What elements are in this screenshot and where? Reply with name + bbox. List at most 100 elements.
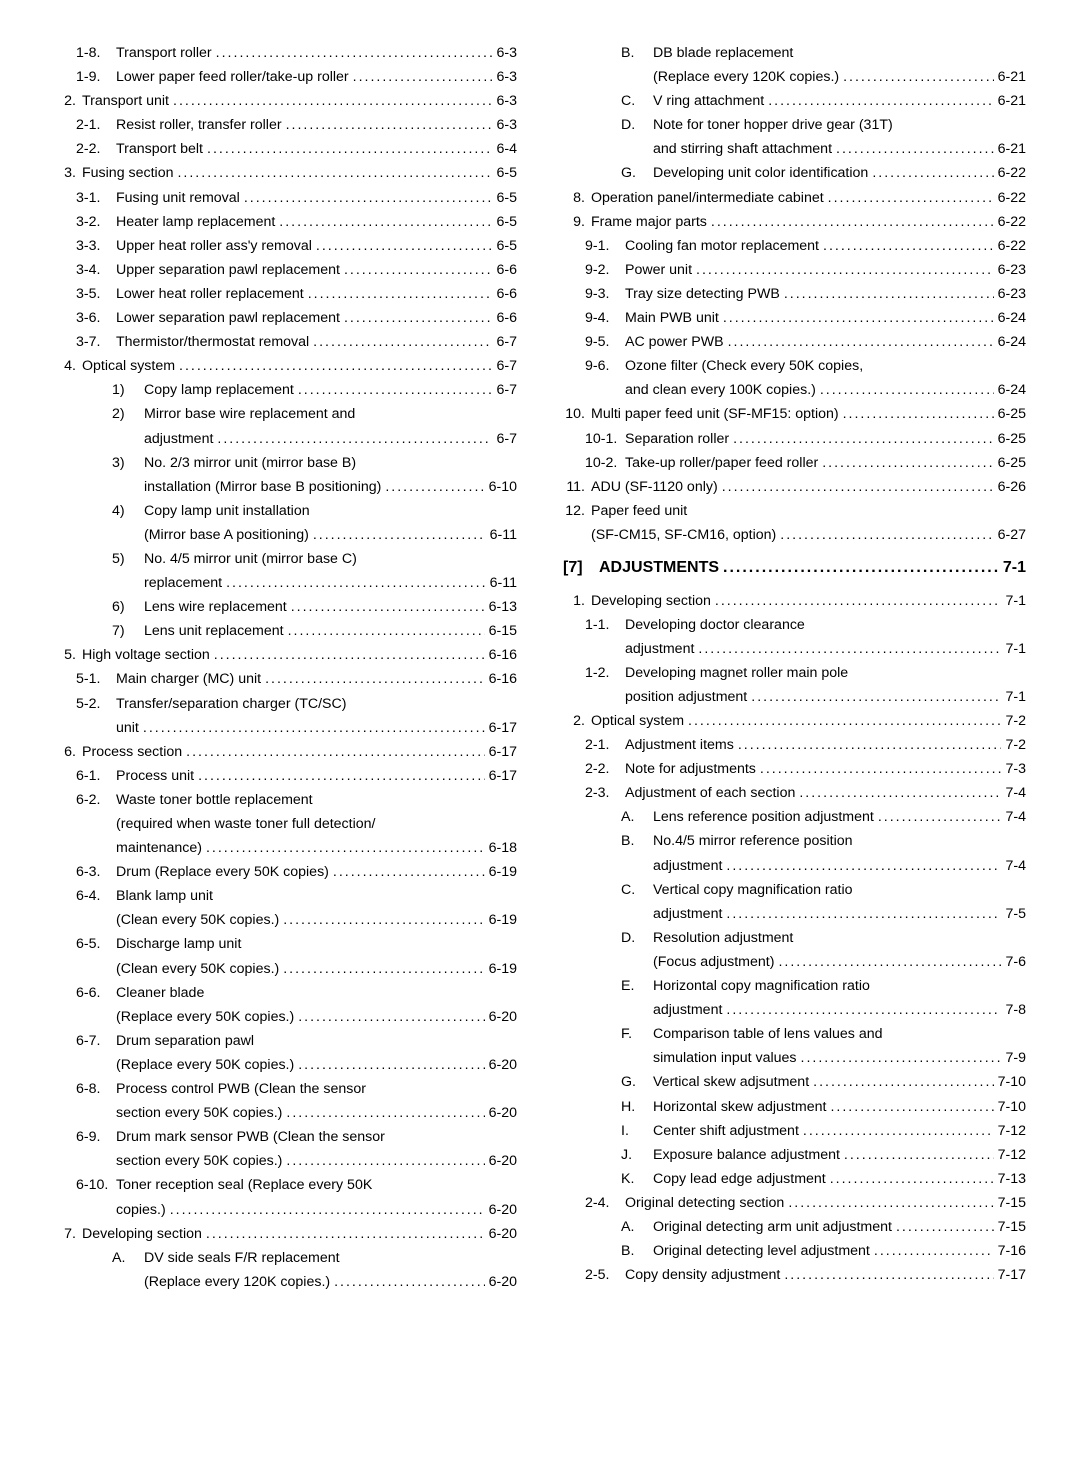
toc-label: adjustment [144, 430, 213, 450]
toc-page: 7-9 [1005, 1049, 1026, 1069]
toc-number: 7. [54, 1225, 76, 1245]
toc-row: 6-5.Discharge lamp unit [54, 935, 517, 955]
toc-number: J. [621, 1146, 649, 1166]
toc-label: installation (Mirror base B positioning) [144, 478, 381, 498]
toc-label: and clean every 100K copies.) [625, 381, 816, 401]
toc-page: 6-5 [496, 189, 517, 209]
toc-row: K.Copy lead edge adjustment7-13 [563, 1170, 1026, 1190]
toc-row: 9-3.Tray size detecting PWB6-23 [563, 285, 1026, 305]
toc-page: 7-17 [998, 1266, 1026, 1286]
toc-label: (Clean every 50K copies.) [116, 911, 279, 931]
toc-number: 3-7. [76, 333, 112, 353]
leader-dots [830, 1170, 994, 1190]
leader-dots [760, 760, 1002, 780]
toc-page: 6-24 [998, 381, 1026, 401]
chapter-page: 7-1 [1003, 557, 1026, 579]
toc-page: 7-10 [998, 1098, 1026, 1118]
leader-dots [353, 68, 493, 88]
toc-label: Transport unit [82, 92, 169, 112]
toc-row: maintenance)6-18 [54, 839, 517, 859]
toc-label: Drum mark sensor PWB (Clean the sensor [116, 1128, 385, 1148]
leader-dots [726, 905, 1001, 925]
toc-row: (Mirror base A positioning)6-11 [54, 526, 517, 546]
toc-row: adjustment7-4 [563, 857, 1026, 877]
leader-dots [286, 116, 493, 136]
toc-label: V ring attachment [653, 92, 764, 112]
leader-dots [173, 92, 492, 112]
leader-dots [313, 333, 492, 353]
toc-number: 6) [112, 598, 140, 618]
toc-number: 10-2. [585, 454, 621, 474]
toc-number: 6-6. [76, 984, 112, 1004]
toc-label: DB blade replacement [653, 44, 793, 64]
leader-dots [298, 1008, 484, 1028]
toc-number: 5) [112, 550, 140, 570]
toc-number: F. [621, 1025, 649, 1045]
leader-dots [283, 960, 484, 980]
leader-dots [843, 405, 994, 425]
toc-page: 7-13 [998, 1170, 1026, 1190]
toc-label: Lens reference position adjustment [653, 808, 874, 828]
leader-dots [286, 1152, 484, 1172]
toc-page: 7-1 [1005, 640, 1026, 660]
toc-row: 6-9.Drum mark sensor PWB (Clean the sens… [54, 1128, 517, 1148]
leader-dots [308, 285, 493, 305]
toc-number: 6-3. [76, 863, 112, 883]
toc-row: 3-6.Lower separation pawl replacement6-6 [54, 309, 517, 329]
toc-page: 6-7 [496, 333, 517, 353]
toc-number: 6-2. [76, 791, 112, 811]
toc-number: 2. [563, 712, 585, 732]
toc-label: (Focus adjustment) [653, 953, 774, 973]
toc-page: 6-25 [998, 430, 1026, 450]
toc-page: 6-20 [489, 1008, 517, 1028]
toc-page: 6-20 [489, 1152, 517, 1172]
toc-row: J.Exposure balance adjustment7-12 [563, 1146, 1026, 1166]
toc-row: adjustment6-7 [54, 430, 517, 450]
toc-row: replacement6-11 [54, 574, 517, 594]
leader-dots [283, 911, 484, 931]
toc-label: Copy lamp unit installation [144, 502, 310, 522]
toc-label: Blank lamp unit [116, 887, 213, 907]
toc-row: (Clean every 50K copies.)6-19 [54, 911, 517, 931]
toc-label: Copy lamp replacement [144, 381, 294, 401]
toc-number: 6-9. [76, 1128, 112, 1148]
toc-label: Ozone filter (Check every 50K copies, [625, 357, 863, 377]
toc-row: 3.Fusing section6-5 [54, 164, 517, 184]
toc-page: 6-23 [998, 285, 1026, 305]
leader-dots [688, 712, 1001, 732]
toc-page: 6-22 [998, 189, 1026, 209]
toc-row: 9-6.Ozone filter (Check every 50K copies… [563, 357, 1026, 377]
leader-dots [279, 213, 492, 233]
toc-number: 4) [112, 502, 140, 522]
toc-row: C.Vertical copy magnification ratio [563, 881, 1026, 901]
leader-dots [778, 953, 1001, 973]
toc-row: 6.Process section6-17 [54, 743, 517, 763]
toc-number: 2-1. [585, 736, 621, 756]
toc-number: 2-5. [585, 1266, 621, 1286]
toc-row: simulation input values7-9 [563, 1049, 1026, 1069]
leader-dots [728, 333, 994, 353]
toc-label: AC power PWB [625, 333, 724, 353]
toc-label: Operation panel/intermediate cabinet [591, 189, 824, 209]
toc-number: 9-3. [585, 285, 621, 305]
toc-label: Horizontal copy magnification ratio [653, 977, 870, 997]
toc-page: 6-7 [496, 381, 517, 401]
toc-number: C. [621, 881, 649, 901]
toc-label: Developing unit color identification [653, 164, 868, 184]
toc-label: Original detecting section [625, 1194, 784, 1214]
leader-dots [723, 309, 994, 329]
toc-row: 2-1.Resist roller, transfer roller6-3 [54, 116, 517, 136]
toc-page: 7-4 [1005, 784, 1026, 804]
leader-dots [801, 1049, 1002, 1069]
toc-label: High voltage section [82, 646, 210, 666]
leader-dots [698, 640, 1001, 660]
toc-page: 6-15 [489, 622, 517, 642]
toc-label: ADU (SF-1120 only) [591, 478, 718, 498]
leader-dots [206, 1225, 485, 1245]
toc-number: 9-4. [585, 309, 621, 329]
leader-dots [244, 189, 493, 209]
leader-dots [316, 237, 493, 257]
toc-row: 12.Paper feed unit [563, 502, 1026, 522]
leader-dots [768, 92, 993, 112]
toc-page: 6-11 [490, 526, 517, 546]
